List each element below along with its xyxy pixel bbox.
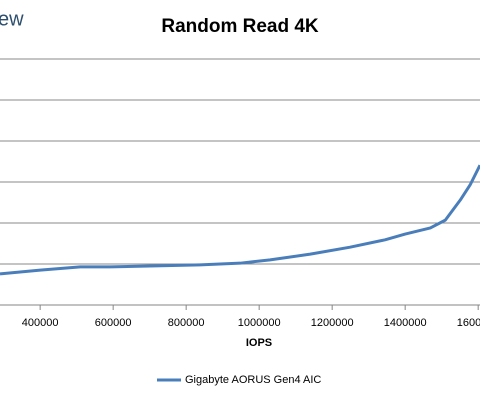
x-tick-label: 600000: [95, 317, 132, 329]
chart-title: Random Read 4K: [161, 16, 319, 37]
x-tick-label: 1200000: [311, 317, 354, 329]
x-tick-label: 400000: [22, 317, 59, 329]
logo-text: ew: [0, 8, 24, 30]
legend-label: Gigabyte AORUS Gen4 AIC: [185, 374, 321, 386]
x-axis-label: IOPS: [246, 337, 272, 349]
x-tick-label: 800000: [168, 317, 205, 329]
x-tick-label: 1000000: [238, 317, 281, 329]
x-tick-label: 1600000: [457, 317, 480, 329]
data-line: [0, 164, 480, 276]
x-tick-label: 1400000: [384, 317, 427, 329]
